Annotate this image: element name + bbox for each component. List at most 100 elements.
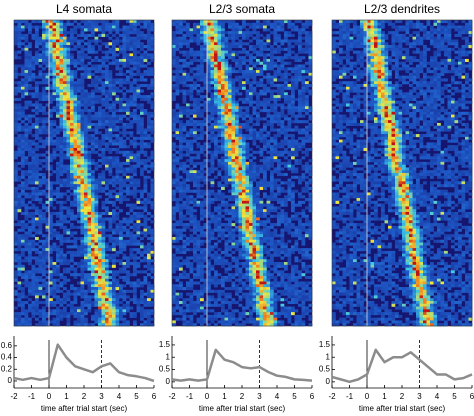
heatmap-cell: [249, 161, 253, 165]
heatmap-cell: [42, 217, 46, 221]
heatmap-cell: [52, 139, 57, 143]
heatmap-cell: [172, 122, 176, 127]
heatmap-cell: [126, 192, 130, 196]
heatmap-cell: [77, 317, 81, 321]
heatmap-cell: [284, 97, 288, 101]
heatmap-cell: [147, 25, 151, 29]
heatmap-cell: [228, 145, 232, 149]
heatmap-cell: [182, 164, 187, 168]
heatmap-cell: [143, 53, 148, 57]
heatmap-cell: [189, 95, 194, 99]
heatmap-cell: [119, 136, 123, 140]
heatmap-cell: [42, 106, 46, 110]
heatmap-cell: [186, 170, 190, 174]
heatmap-cell: [214, 128, 218, 132]
heatmap-cell: [105, 228, 109, 232]
heatmap-cell: [14, 114, 18, 118]
heatmap-cell: [112, 231, 116, 235]
heatmap-cell: [242, 125, 246, 129]
heatmap-cell: [77, 39, 81, 43]
heatmap-cell: [235, 111, 239, 115]
heatmap-cell: [80, 128, 85, 132]
heatmap-cell: [305, 22, 309, 26]
heatmap-cell: [31, 103, 36, 107]
heatmap-cell: [122, 248, 127, 252]
heatmap-cell: [24, 300, 29, 305]
heatmap-cell: [122, 142, 127, 146]
heatmap-cell: [217, 45, 222, 49]
heatmap-cell: [35, 56, 39, 60]
heatmap-cell: [294, 70, 299, 74]
heatmap-cell: [147, 273, 151, 277]
heatmap-cell: [196, 42, 201, 46]
heatmap-cell: [252, 117, 257, 121]
heatmap-cell: [228, 53, 232, 57]
heatmap-cell: [80, 20, 85, 24]
heatmap-cell: [28, 131, 32, 135]
heatmap-cell: [136, 184, 141, 188]
heatmap-cell: [45, 192, 50, 196]
heatmap-cell: [305, 131, 309, 135]
heatmap-cell: [42, 189, 46, 193]
heatmap-cell: [42, 164, 46, 168]
heatmap-cell: [42, 42, 46, 46]
heatmap-cell: [63, 170, 67, 174]
heatmap-cell: [52, 248, 57, 252]
heatmap-cell: [17, 36, 22, 40]
heatmap-cell: [94, 312, 99, 316]
heatmap-cell: [80, 217, 85, 221]
heatmap-cell: [108, 78, 113, 82]
heatmap-cell: [207, 45, 211, 49]
heatmap-cell: [45, 47, 50, 51]
heatmap-cell: [287, 61, 292, 65]
heatmap-cell: [108, 192, 113, 196]
heatmap-cell: [73, 295, 78, 299]
heatmap-cell: [298, 131, 302, 135]
heatmap-cell: [189, 70, 194, 74]
heatmap-cell: [228, 175, 232, 179]
heatmap-cell: [235, 75, 239, 79]
heatmap-cell: [287, 67, 292, 71]
heatmap-cell: [73, 231, 78, 235]
heatmap-cell: [112, 264, 116, 268]
heatmap-cell: [112, 28, 116, 32]
heatmap-cell: [140, 117, 144, 121]
heatmap-cell: [193, 150, 197, 154]
heatmap-cell: [101, 136, 106, 140]
heatmap-cell: [52, 206, 57, 210]
heatmap-cell: [217, 81, 222, 85]
heatmap-cell: [105, 81, 109, 85]
heatmap-cell: [59, 100, 64, 104]
heatmap-cell: [108, 211, 113, 216]
heatmap-cell: [186, 64, 190, 68]
heatmap-cell: [122, 228, 127, 232]
heatmap-cell: [298, 78, 302, 82]
heatmap-cell: [266, 81, 271, 85]
heatmap-cell: [105, 303, 109, 307]
heatmap-cell: [91, 317, 95, 321]
heatmap-cell: [280, 78, 285, 82]
heatmap-cell: [287, 134, 292, 138]
heatmap-cell: [266, 164, 271, 168]
heatmap-cell: [98, 64, 102, 68]
heatmap-cell: [63, 67, 67, 71]
heatmap-cell: [270, 45, 274, 49]
heatmap-cell: [308, 125, 313, 129]
heatmap-cell: [66, 122, 71, 127]
heatmap-cell: [270, 136, 274, 140]
heatmap-cell: [56, 264, 60, 268]
heatmap-cell: [277, 92, 281, 96]
heatmap-cell: [14, 25, 18, 29]
heatmap-cell: [84, 175, 88, 179]
heatmap-cell: [172, 120, 176, 124]
heatmap-cell: [52, 81, 57, 85]
heatmap-cell: [175, 156, 180, 160]
heatmap-cell: [17, 253, 22, 257]
heatmap-cell: [31, 275, 36, 280]
heatmap-cell: [129, 111, 134, 115]
heatmap-cell: [56, 214, 60, 218]
heatmap-cell: [143, 97, 148, 101]
heatmap-cell: [179, 136, 183, 140]
heatmap-cell: [228, 142, 232, 146]
heatmap-cell: [231, 170, 236, 174]
